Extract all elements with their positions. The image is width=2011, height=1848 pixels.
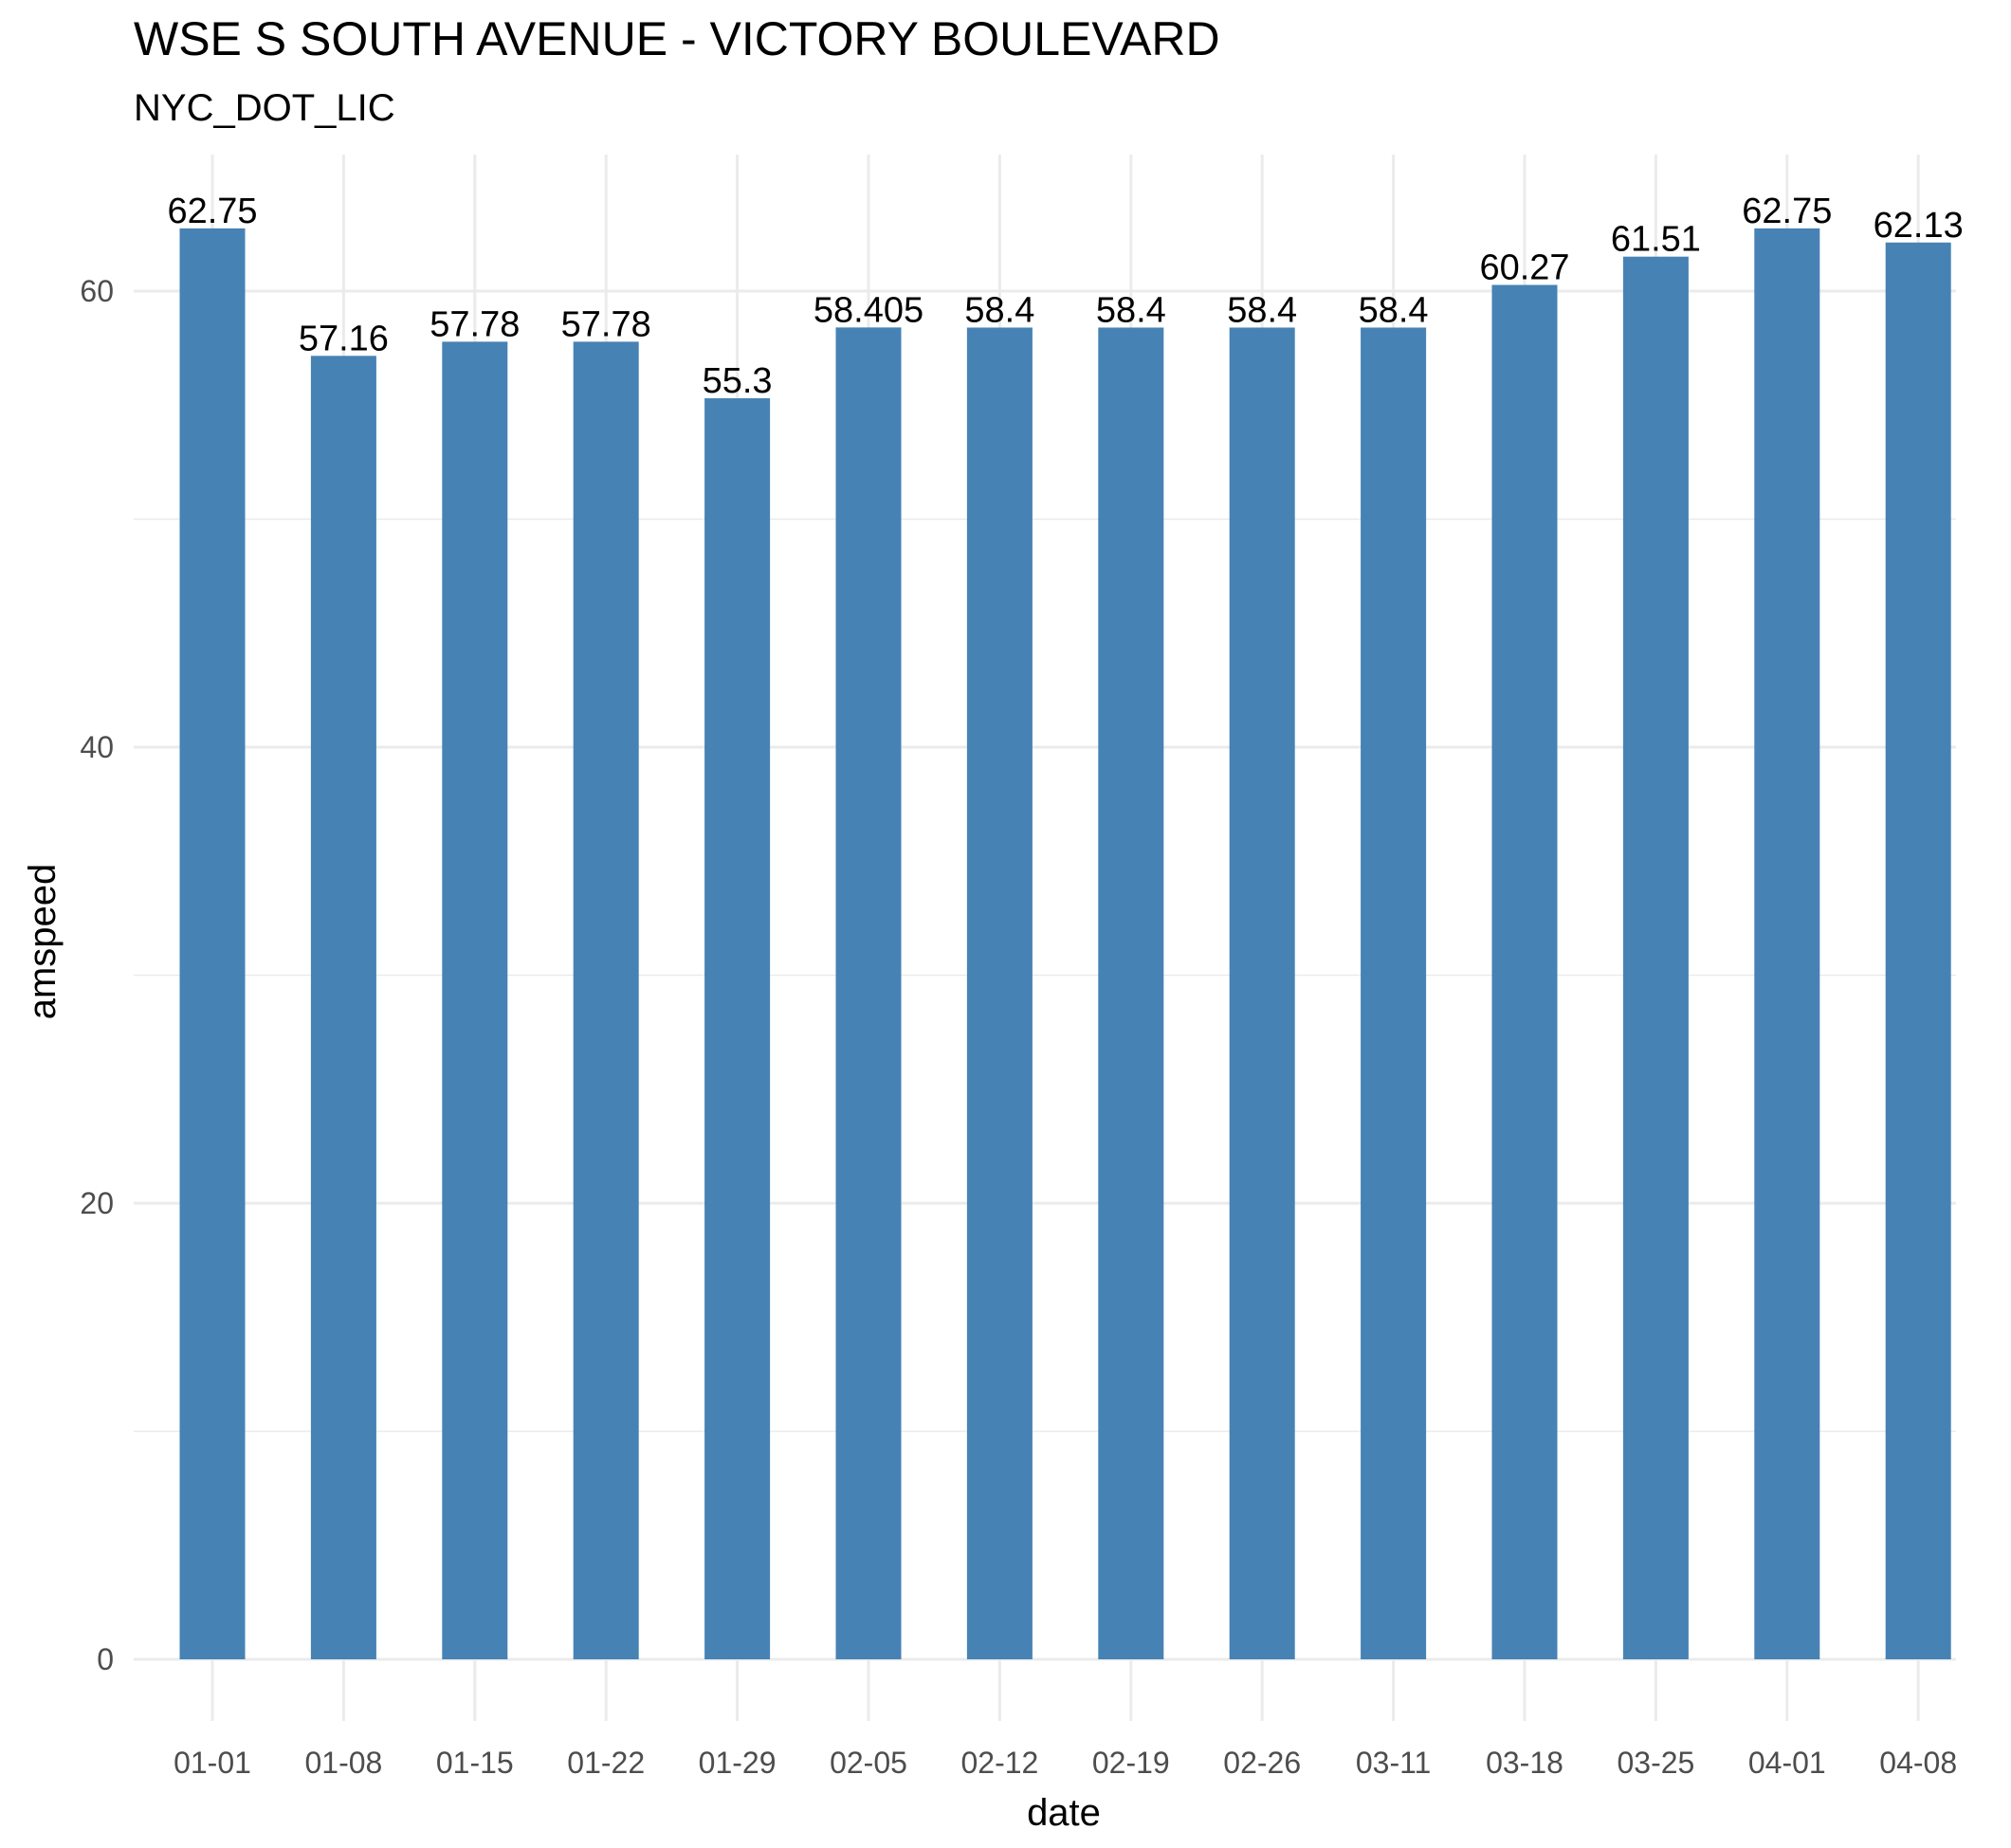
bar [1098,327,1164,1660]
bar [1622,256,1689,1659]
x-tick-label: 01-29 [699,1746,777,1780]
x-tick-label: 02-12 [960,1746,1038,1780]
data-label: 57.78 [430,304,520,344]
chart-title: WSE S SOUTH AVENUE - VICTORY BOULEVARD [134,12,1220,65]
x-tick-label: 01-08 [304,1746,382,1780]
data-label: 61.51 [1611,220,1701,260]
data-label: 55.3 [703,361,773,401]
x-tick-label: 03-25 [1617,1746,1694,1780]
x-tick-label: 03-18 [1486,1746,1563,1780]
data-label: 58.4 [1359,290,1429,330]
bar [442,341,508,1659]
bar [1491,284,1558,1660]
y-tick-label: 60 [80,274,114,308]
bar [835,327,902,1659]
bar [1885,242,1951,1660]
data-label: 62.75 [167,192,257,231]
bars [179,228,1951,1660]
y-tick-label: 40 [80,730,114,764]
data-label: 58.4 [1227,290,1297,330]
data-label: 57.78 [561,304,651,344]
x-tick-label: 02-05 [830,1746,907,1780]
data-label: 57.16 [299,319,389,358]
bar [704,398,771,1659]
x-tick-label: 02-19 [1092,1746,1170,1780]
y-axis-title: amspeed [22,864,64,1020]
x-tick-label: 04-08 [1879,1746,1957,1780]
data-label: 58.4 [1096,290,1166,330]
y-tick-label: 20 [80,1186,114,1220]
bar [179,228,246,1659]
y-tick-label: 0 [97,1642,114,1676]
data-label: 62.13 [1874,206,1964,246]
bar [1229,327,1295,1660]
bar [966,327,1033,1660]
chart-subtitle: NYC_DOT_LIC [134,87,395,129]
data-label: 62.75 [1742,192,1832,231]
axis-tick-labels: 0 20 40 60 01-01 01-08 01-15 01-22 01-29 02-05 02-… [80,274,1957,1780]
bar [1754,228,1820,1659]
x-tick-label: 04-01 [1748,1746,1826,1780]
data-label: 58.4 [964,290,1034,330]
x-axis-title: date [1027,1792,1101,1834]
data-label: 60.27 [1479,248,1569,288]
bar [1361,327,1427,1660]
x-tick-label: 03-11 [1356,1746,1431,1780]
x-tick-label: 01-01 [174,1746,251,1780]
bar [573,341,639,1659]
data-label: 58.405 [814,290,923,330]
x-tick-label: 01-15 [436,1746,514,1780]
data-labels: 62.75 57.16 57.78 57.78 55.3 58.405 58.4 58.4 58… [167,192,1963,401]
x-tick-label: 02-26 [1223,1746,1301,1780]
bar [310,356,376,1659]
x-tick-label: 01-22 [567,1746,645,1780]
